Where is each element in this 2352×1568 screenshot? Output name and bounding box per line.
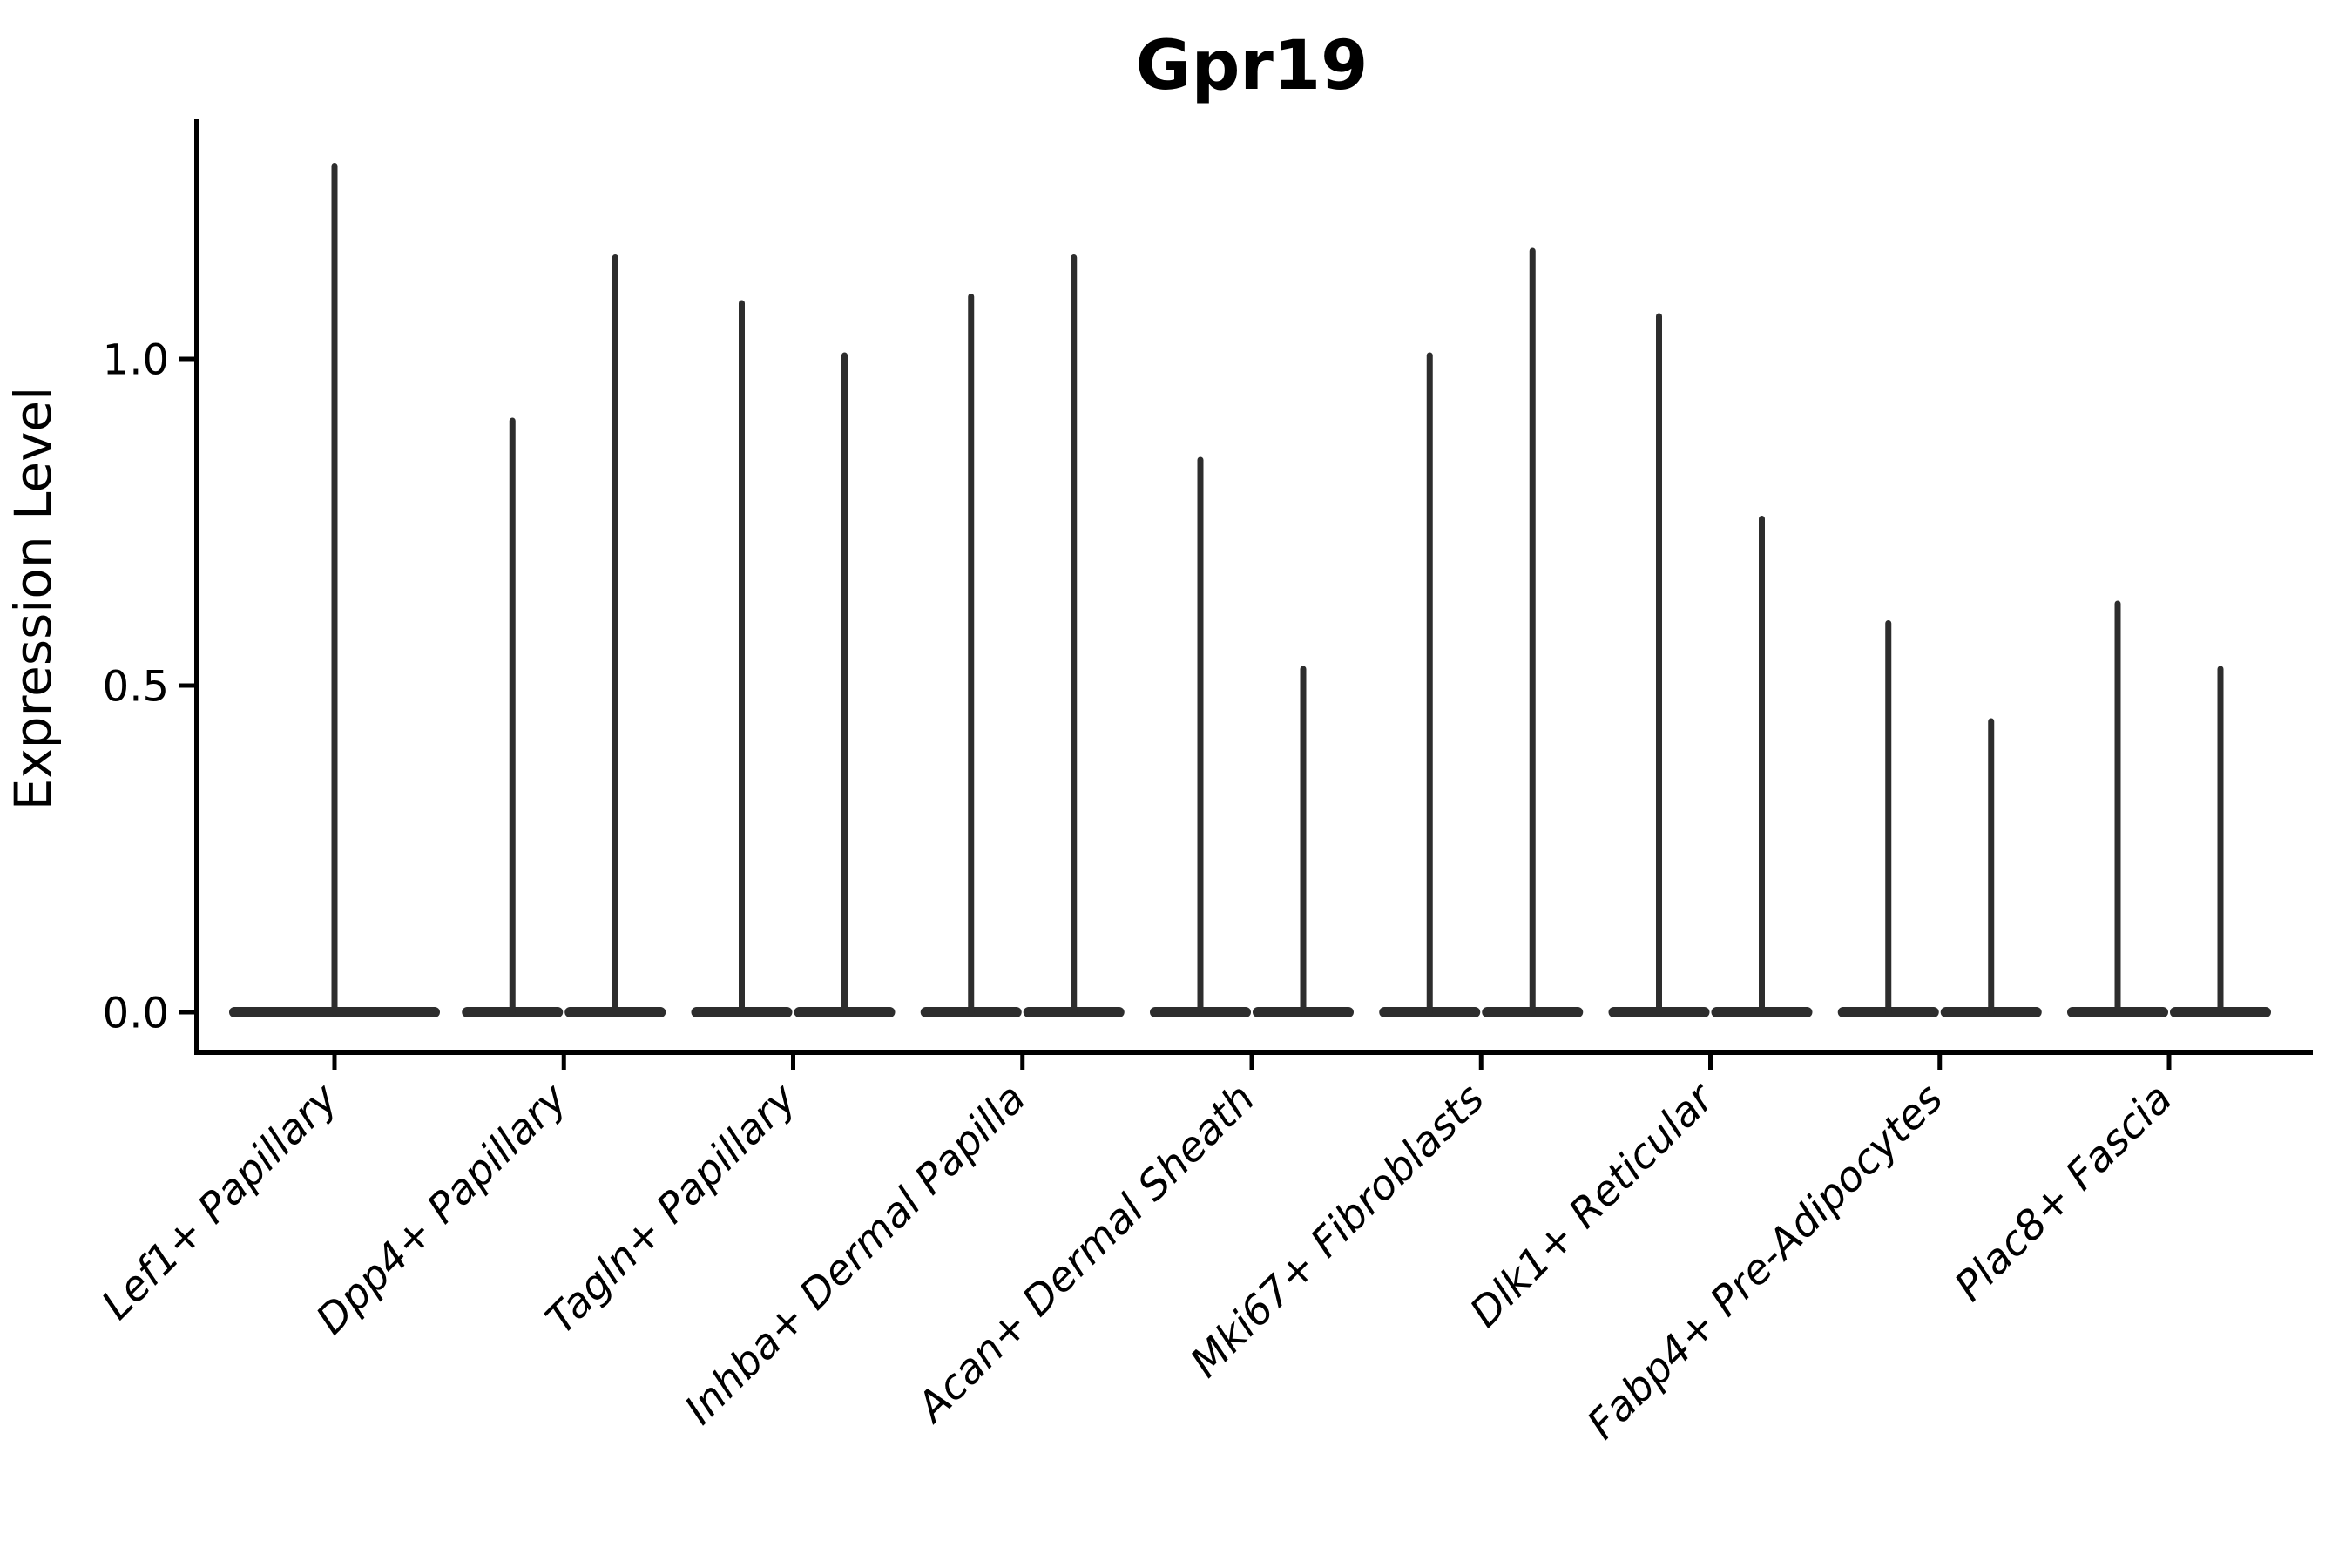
violin xyxy=(1482,247,1584,1017)
violin xyxy=(1150,456,1251,1017)
violin-spike xyxy=(1529,247,1536,1016)
violin-spike xyxy=(739,300,745,1016)
violin xyxy=(920,294,1022,1017)
violin xyxy=(2170,666,2271,1017)
violin-spike xyxy=(1656,313,1662,1016)
violin-spike xyxy=(1426,352,1433,1016)
violin-spike xyxy=(331,163,338,1016)
y-tick-label: 0.0 xyxy=(103,989,169,1037)
violin xyxy=(1253,666,1354,1017)
x-tick-label: Dlk1+ Reticular xyxy=(1461,1073,1725,1337)
plot-title: Gpr19 xyxy=(1136,27,1369,105)
y-tick-label: 1.0 xyxy=(103,335,169,384)
violin-spike xyxy=(1071,254,1078,1016)
violin xyxy=(1023,254,1125,1017)
violin xyxy=(564,254,666,1017)
violin-spike xyxy=(612,254,618,1016)
violin xyxy=(1608,313,1710,1017)
violin xyxy=(1711,516,1813,1017)
violin xyxy=(1379,352,1481,1017)
violin-spike xyxy=(1988,718,1995,1016)
violin-spike xyxy=(509,417,516,1016)
violin-spike xyxy=(2114,600,2121,1016)
y-axis-ticks: 0.0 0.5 1.0 xyxy=(103,335,197,1037)
y-axis-label: Expression Level xyxy=(3,387,63,810)
x-tick-label: Tagln+ Papillary xyxy=(537,1074,807,1344)
violin xyxy=(1940,718,2042,1017)
x-tick-label: Dpp4+ Papillary xyxy=(308,1074,578,1344)
violin xyxy=(229,163,440,1017)
violin-spike xyxy=(2217,666,2224,1016)
violin-spike xyxy=(841,352,848,1016)
violin xyxy=(794,352,896,1017)
violin-spike xyxy=(1197,456,1204,1016)
violin xyxy=(462,417,564,1017)
y-tick-label: 0.5 xyxy=(103,662,169,711)
violin xyxy=(2067,600,2168,1017)
violin xyxy=(691,300,793,1017)
x-tick-label: Lef1+ Papillary xyxy=(92,1074,348,1329)
violins-group xyxy=(229,163,2271,1017)
x-tick-label: Plac8+ Fascia xyxy=(1945,1075,2181,1311)
violin-spike xyxy=(1300,666,1307,1016)
violin-spike xyxy=(968,294,975,1016)
violin xyxy=(1837,620,1939,1017)
violin-spike xyxy=(1885,620,1892,1016)
violin-spike xyxy=(1759,516,1765,1016)
